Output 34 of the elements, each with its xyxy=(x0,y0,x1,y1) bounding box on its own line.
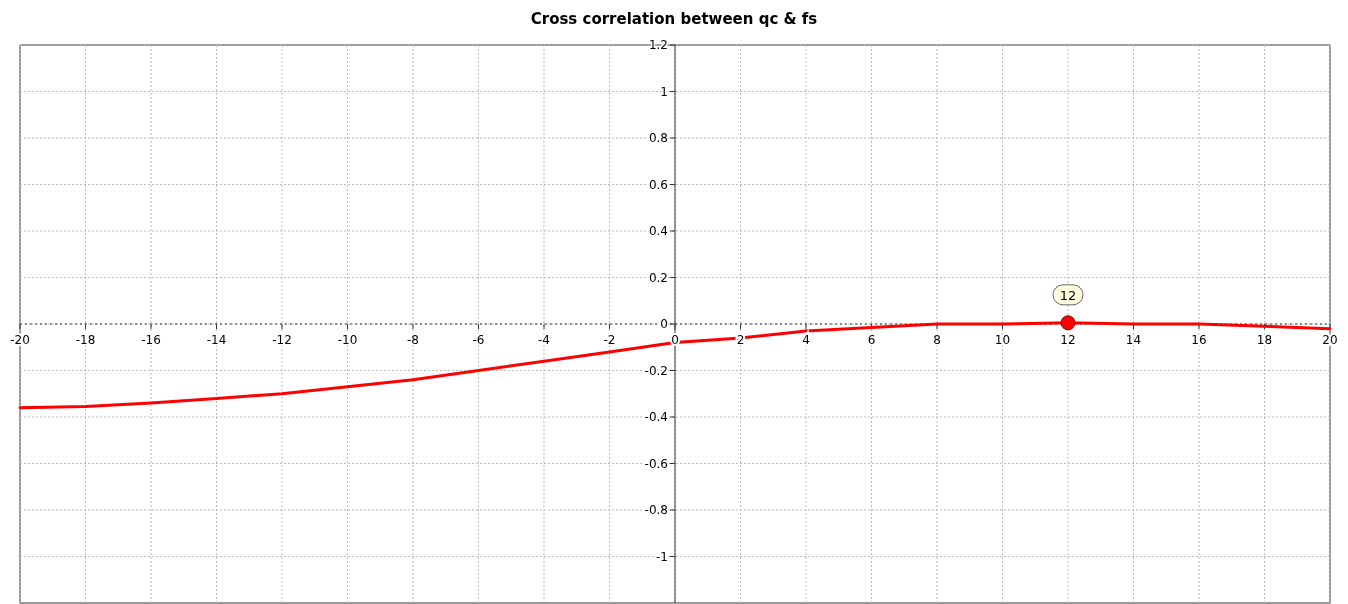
x-tick-label: 0 xyxy=(671,333,679,347)
x-tick-label: -16 xyxy=(141,333,161,347)
y-tick-label: -0.6 xyxy=(644,456,668,471)
y-tick-label: 0.4 xyxy=(648,224,668,238)
chart-title: Cross correlation between qc & fs xyxy=(530,10,818,28)
x-tick-label: -4 xyxy=(538,333,550,347)
x-tick-label: 10 xyxy=(994,333,1011,347)
y-tick-label: -0.4 xyxy=(644,410,668,424)
x-tick-label: 20 xyxy=(1322,333,1338,347)
y-tick-label: 1.2 xyxy=(648,38,668,52)
x-tick-label: -14 xyxy=(206,333,227,347)
y-tick-label: -0.8 xyxy=(644,503,668,517)
x-tick-label: 18 xyxy=(1256,333,1273,347)
y-tick-label: 0.8 xyxy=(648,131,668,145)
x-tick-label: -10 xyxy=(337,333,358,347)
x-tick-label: -20 xyxy=(10,333,30,347)
y-tick-label: 1 xyxy=(660,84,668,99)
x-tick-label: -6 xyxy=(472,333,485,347)
y-tick-label: -0.2 xyxy=(644,363,668,378)
y-tick-label: 0 xyxy=(660,317,668,331)
x-tick-label: 14 xyxy=(1125,333,1142,347)
x-tick-label: 8 xyxy=(933,333,941,347)
x-tick-label: -8 xyxy=(407,333,419,347)
y-tick-label: -1 xyxy=(656,549,668,564)
x-tick-label: -2 xyxy=(603,333,616,347)
annotation: 12 xyxy=(1059,287,1077,303)
x-tick-label: -18 xyxy=(75,333,96,347)
y-tick-label: 0.6 xyxy=(648,177,668,192)
x-tick-label: 6 xyxy=(867,333,876,347)
x-tick-label: 12 xyxy=(1060,333,1076,347)
y-tick-label: 0.2 xyxy=(648,270,668,285)
x-tick-label: 16 xyxy=(1191,333,1207,347)
x-tick-label: -12 xyxy=(272,333,292,347)
x-tick-label: 4 xyxy=(802,333,810,347)
